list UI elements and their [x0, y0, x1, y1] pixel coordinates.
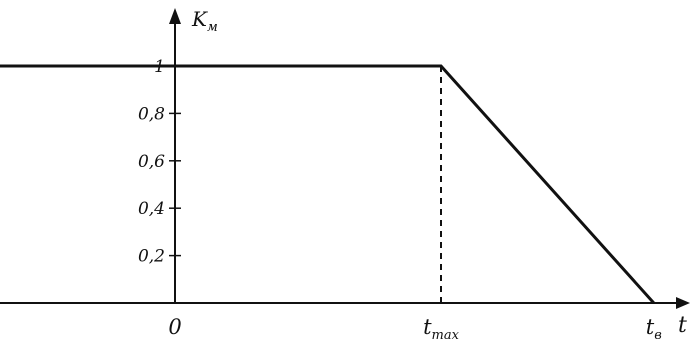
k-curve	[0, 64, 655, 305]
x-axis: t	[0, 297, 690, 338]
y-tick-label: 0,4	[138, 199, 165, 219]
y-axis-arrow	[169, 8, 181, 24]
x-marks: tн0tmaxtв	[168, 315, 662, 343]
x-mark-label: tв	[646, 315, 662, 343]
x-axis-arrow	[676, 297, 690, 309]
y-tick-label: 0,2	[138, 247, 165, 267]
y-axis-label: Kм	[191, 7, 218, 35]
series-group	[0, 64, 655, 305]
y-tick-label: 0,6	[138, 152, 165, 172]
x-mark-label: 0	[168, 315, 181, 339]
y-axis: Kм	[169, 7, 218, 303]
y-tick-label: 0,8	[138, 104, 165, 124]
x-axis-label: t	[678, 313, 687, 338]
x-mark-label: tmax	[423, 315, 460, 343]
